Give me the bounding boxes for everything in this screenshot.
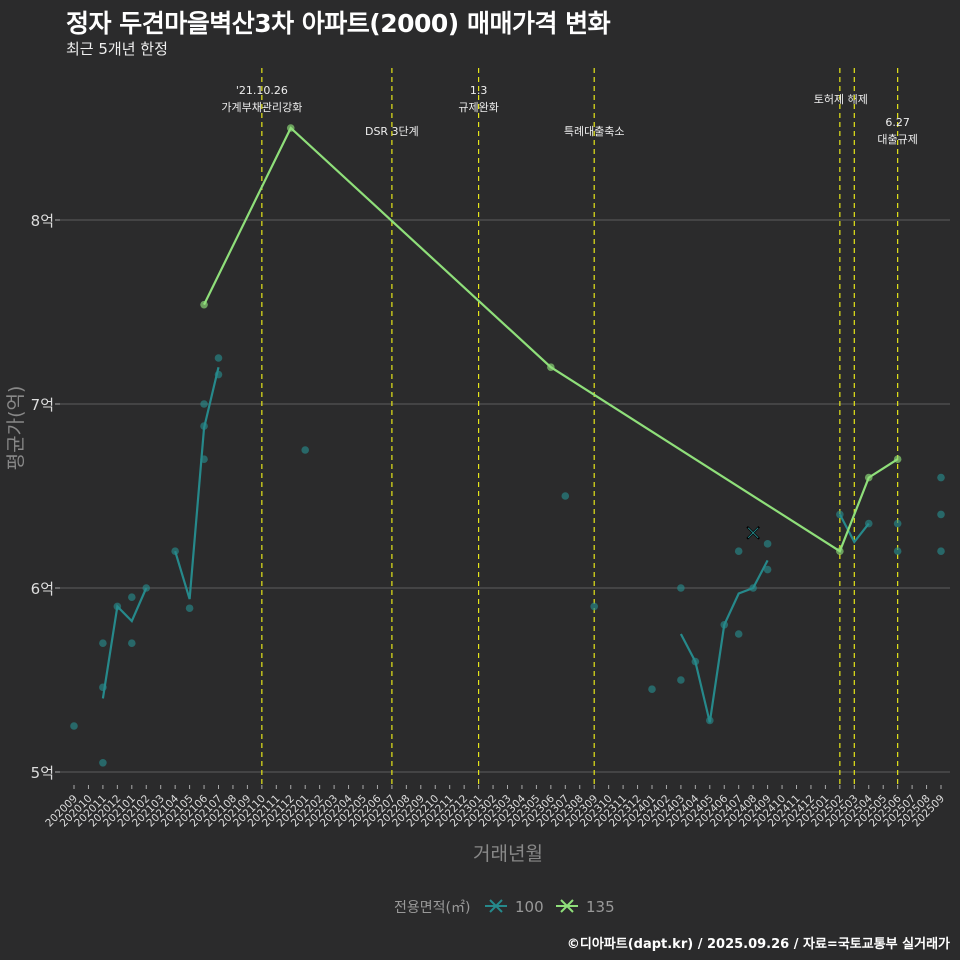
data-point-100 [200,400,208,408]
y-tick-label: 6억 [31,580,54,598]
data-point-100 [937,547,945,555]
data-point-100 [734,630,743,638]
data-point-100 [893,519,902,528]
data-point-100 [677,676,685,684]
data-point-100 [677,584,685,592]
series-line-100 [101,587,148,699]
event-label: 1.3 [470,84,488,97]
data-point-100 [70,722,78,730]
event-label: '21.10.26 [236,84,288,97]
data-point-100 [214,354,223,362]
y-tick-label: 8억 [31,212,54,230]
data-point-100 [128,593,136,601]
x-axis-title: 거래년월 [473,843,543,865]
data-point-100 [763,565,772,574]
series-line-135 [203,126,899,553]
y-tick-label: 7억 [31,396,54,414]
data-point-100 [590,602,598,611]
source-caption: ©디아파트(dapt.kr) / 2025.09.26 / 자료=국토교통부 실… [566,937,950,952]
data-point-100 [561,492,570,500]
event-label: 특례대출축소 [564,125,625,138]
event-label: 토허제 해제 [814,92,868,106]
series-line-100 [679,559,769,723]
data-point-100 [937,473,945,482]
y-tick-label: 5억 [31,764,54,782]
legend-key-icon-135 [556,899,578,913]
data-point-100 [893,547,902,555]
event-label: DSR 3단계 [365,125,419,138]
data-point-100 [763,540,772,548]
event-label: 6.27 [885,116,910,129]
chart-subtitle: 최근 5개년 한정 [66,40,168,58]
legend-key-icon-100 [485,899,507,913]
legend-label-100: 100 [515,898,544,916]
data-point-100 [301,446,310,454]
chart-title: 정자 두견마을벽산3차 아파트(2000) 매매가격 변화 [66,9,611,38]
y-axis-title: 평균가(억) [5,386,27,471]
data-point-100 [648,685,656,693]
event-label: 규제완화 [458,101,498,114]
legend-title: 전용면적(㎡) [394,900,470,916]
data-point-100 [99,759,107,767]
cancelled-marker-inner [747,527,759,539]
data-point-100 [937,510,945,519]
series-line-100 [838,513,870,545]
series-line-100 [174,366,220,600]
data-point-100 [185,604,194,613]
data-point-100 [99,639,107,647]
event-label: 대출규제 [877,133,917,146]
data-point-100 [128,639,136,647]
data-point-100 [734,547,743,555]
event-label: 가계부채관리강화 [221,101,302,114]
legend-label-135: 135 [586,898,615,916]
